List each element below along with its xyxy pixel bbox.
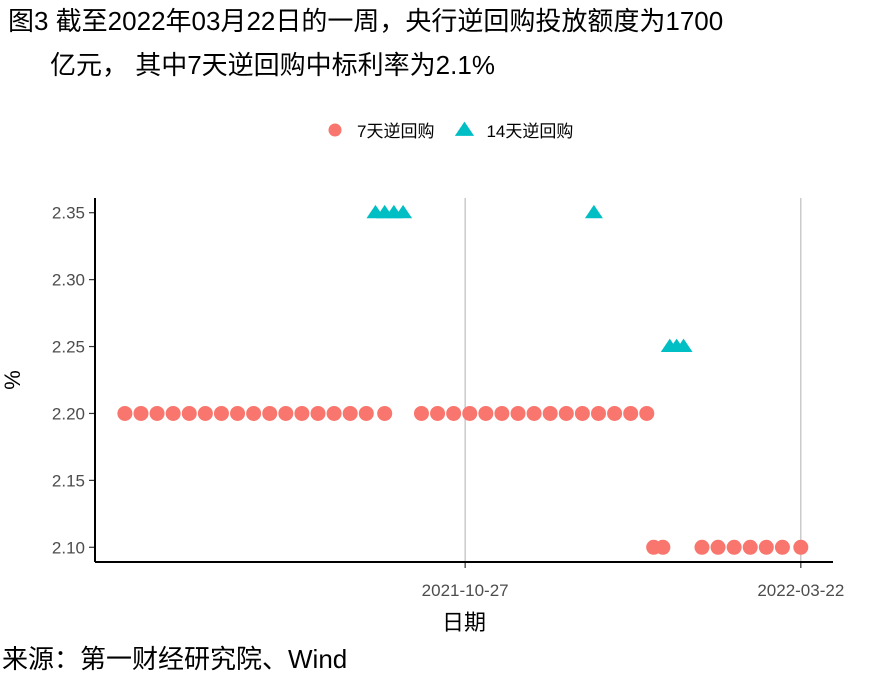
data-point (478, 405, 494, 421)
x-axis-title: 日期 (442, 610, 486, 635)
data-point (430, 405, 446, 421)
data-point (655, 539, 671, 555)
data-point (278, 405, 294, 421)
data-point (394, 204, 413, 219)
data-point (774, 539, 790, 555)
data-point (793, 539, 809, 555)
data-point (710, 539, 726, 555)
data-point (230, 405, 246, 421)
data-point (623, 405, 639, 421)
data-point (294, 405, 310, 421)
data-point (358, 405, 374, 421)
data-point (181, 405, 197, 421)
data-point (674, 338, 693, 353)
data-point (694, 539, 710, 555)
data-point (310, 405, 326, 421)
legend-marker (454, 121, 475, 136)
y-tick-label: 2.15 (52, 471, 85, 490)
data-point (494, 405, 510, 421)
legend-marker (328, 123, 342, 137)
data-point (117, 405, 133, 421)
data-point (197, 405, 213, 421)
y-tick-label: 2.30 (52, 271, 85, 290)
data-point (462, 405, 478, 421)
legend-label: 14天逆回购 (486, 122, 573, 141)
chart-subtitle: 亿元， 其中7天逆回购中标利率为2.1% (50, 50, 495, 80)
y-tick-label: 2.20 (52, 404, 85, 423)
x-tick-label: 2022-03-22 (757, 581, 844, 600)
data-point (165, 405, 181, 421)
data-point (526, 405, 542, 421)
data-point (342, 405, 358, 421)
data-point (542, 405, 558, 421)
x-tick-label: 2021-10-27 (422, 581, 509, 600)
data-point (213, 405, 229, 421)
data-point (574, 405, 590, 421)
data-point (377, 405, 393, 421)
data-point (510, 405, 526, 421)
data-point (558, 405, 574, 421)
data-point (149, 405, 165, 421)
source-note: 来源：第一财经研究院、Wind (2, 644, 347, 674)
y-tick-label: 2.10 (52, 538, 85, 557)
data-point (262, 405, 278, 421)
y-axis-title: % (0, 370, 25, 390)
data-point (742, 539, 758, 555)
data-point (607, 405, 623, 421)
data-point (639, 405, 655, 421)
data-point (590, 405, 606, 421)
data-point (446, 405, 462, 421)
legend-label: 7天逆回购 (357, 122, 434, 141)
y-tick-label: 2.25 (52, 338, 85, 357)
data-point (584, 204, 603, 219)
data-point (758, 539, 774, 555)
y-tick-label: 2.35 (52, 204, 85, 223)
data-point (246, 405, 262, 421)
data-point (133, 405, 149, 421)
chart-title: 图3 截至2022年03月22日的一周，央行逆回购投放额度为1700 (8, 6, 723, 36)
data-point (726, 539, 742, 555)
data-point (413, 405, 429, 421)
data-point (326, 405, 342, 421)
